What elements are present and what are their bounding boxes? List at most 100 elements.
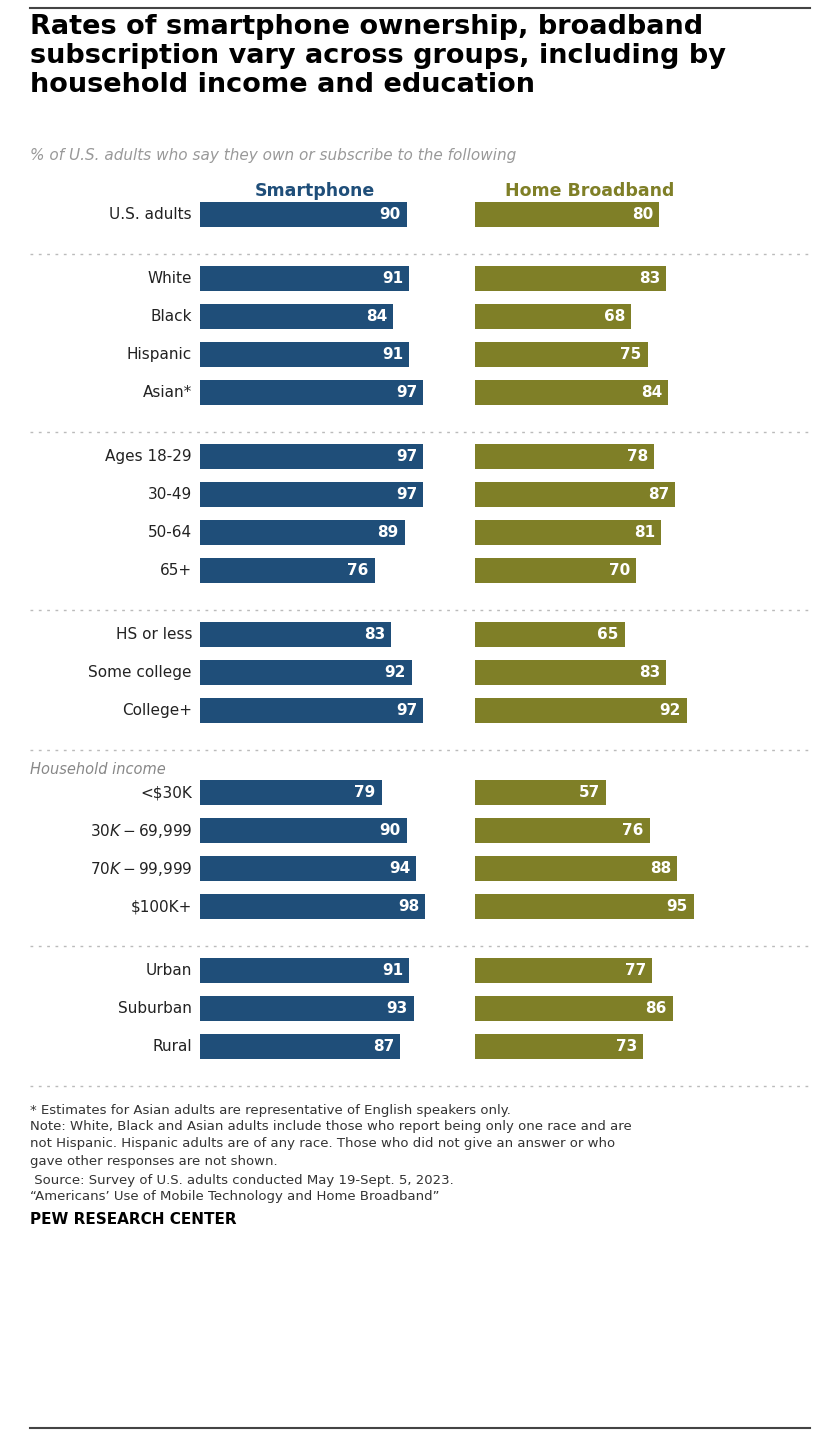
Text: 57: 57: [579, 785, 600, 800]
Text: $70K-$99,999: $70K-$99,999: [90, 860, 192, 877]
Text: 92: 92: [659, 704, 680, 718]
Bar: [475, 997, 673, 1021]
Text: 30-49: 30-49: [148, 487, 192, 503]
Bar: [200, 622, 391, 648]
Text: 76: 76: [348, 563, 369, 579]
Text: 98: 98: [398, 899, 419, 913]
Bar: [200, 266, 409, 292]
Bar: [475, 958, 652, 984]
Bar: [475, 622, 624, 648]
Text: PEW RESEARCH CENTER: PEW RESEARCH CENTER: [30, 1212, 237, 1226]
Bar: [475, 444, 654, 470]
Text: 81: 81: [634, 526, 655, 540]
Bar: [475, 381, 668, 405]
Text: 50-64: 50-64: [148, 526, 192, 540]
Bar: [475, 661, 666, 685]
Bar: [200, 202, 407, 227]
Text: 97: 97: [396, 487, 417, 503]
Text: Rates of smartphone ownership, broadband
subscription vary across groups, includ: Rates of smartphone ownership, broadband…: [30, 14, 726, 98]
Text: 79: 79: [354, 785, 375, 800]
Text: 97: 97: [396, 704, 417, 718]
Bar: [475, 202, 659, 227]
Bar: [200, 444, 423, 470]
Text: Asian*: Asian*: [143, 385, 192, 401]
Text: Smartphone: Smartphone: [255, 182, 375, 200]
Bar: [200, 895, 425, 919]
Text: 90: 90: [380, 823, 401, 839]
Text: Ages 18-29: Ages 18-29: [105, 449, 192, 464]
Text: White: White: [148, 271, 192, 286]
Bar: [200, 958, 409, 984]
Text: 87: 87: [373, 1040, 394, 1054]
Text: 88: 88: [650, 862, 671, 876]
Bar: [200, 780, 381, 806]
Text: 73: 73: [616, 1040, 637, 1054]
Text: 87: 87: [648, 487, 669, 503]
Text: 83: 83: [638, 665, 660, 681]
Bar: [200, 856, 416, 882]
Text: Some college: Some college: [88, 665, 192, 681]
Text: 86: 86: [645, 1001, 667, 1017]
Text: 91: 91: [382, 348, 403, 362]
Text: U.S. adults: U.S. adults: [109, 207, 192, 223]
Text: HS or less: HS or less: [116, 628, 192, 642]
Bar: [200, 819, 407, 843]
Bar: [475, 342, 648, 368]
Text: Source: Survey of U.S. adults conducted May 19-Sept. 5, 2023.: Source: Survey of U.S. adults conducted …: [30, 1175, 454, 1188]
Bar: [475, 895, 694, 919]
Text: 91: 91: [382, 964, 403, 978]
Text: Urban: Urban: [145, 964, 192, 978]
Text: 77: 77: [625, 964, 646, 978]
Text: 75: 75: [620, 348, 642, 362]
Text: 95: 95: [666, 899, 687, 913]
Bar: [475, 698, 686, 722]
Bar: [200, 997, 414, 1021]
Text: Note: White, Black and Asian adults include those who report being only one race: Note: White, Black and Asian adults incl…: [30, 1120, 632, 1167]
Bar: [200, 482, 423, 507]
Text: 70: 70: [609, 563, 630, 579]
Text: 84: 84: [366, 309, 387, 325]
Text: 92: 92: [384, 665, 406, 681]
Text: Hispanic: Hispanic: [127, 348, 192, 362]
Bar: [475, 520, 661, 546]
Bar: [475, 559, 636, 583]
Text: 80: 80: [632, 207, 653, 223]
Text: “Americans’ Use of Mobile Technology and Home Broadband”: “Americans’ Use of Mobile Technology and…: [30, 1190, 439, 1203]
Bar: [475, 482, 675, 507]
Text: Black: Black: [150, 309, 192, 325]
Bar: [200, 381, 423, 405]
Text: 68: 68: [604, 309, 626, 325]
Text: Household income: Household income: [30, 763, 165, 777]
Text: College+: College+: [122, 704, 192, 718]
Text: 65+: 65+: [160, 563, 192, 579]
Text: <$30K: <$30K: [140, 785, 192, 800]
Text: 78: 78: [627, 449, 648, 464]
Bar: [475, 856, 677, 882]
Text: 83: 83: [638, 271, 660, 286]
Bar: [475, 819, 650, 843]
Bar: [200, 559, 375, 583]
Bar: [475, 304, 632, 329]
Text: Suburban: Suburban: [118, 1001, 192, 1017]
Bar: [200, 520, 405, 546]
Text: 94: 94: [389, 862, 410, 876]
Text: 97: 97: [396, 385, 417, 401]
Bar: [200, 304, 393, 329]
Bar: [200, 661, 412, 685]
Bar: [475, 780, 606, 806]
Text: $100K+: $100K+: [131, 899, 192, 913]
Text: * Estimates for Asian adults are representative of English speakers only.: * Estimates for Asian adults are represe…: [30, 1104, 511, 1117]
Text: % of U.S. adults who say they own or subscribe to the following: % of U.S. adults who say they own or sub…: [30, 148, 517, 164]
Text: 89: 89: [377, 526, 399, 540]
Text: 91: 91: [382, 271, 403, 286]
Text: Rural: Rural: [152, 1040, 192, 1054]
Text: 97: 97: [396, 449, 417, 464]
Bar: [475, 1034, 643, 1058]
Text: 65: 65: [597, 628, 618, 642]
Text: Home Broadband: Home Broadband: [506, 182, 675, 200]
Bar: [475, 266, 666, 292]
Bar: [200, 1034, 400, 1058]
Bar: [200, 342, 409, 368]
Text: $30K-$69,999: $30K-$69,999: [90, 821, 192, 840]
Text: 83: 83: [364, 628, 385, 642]
